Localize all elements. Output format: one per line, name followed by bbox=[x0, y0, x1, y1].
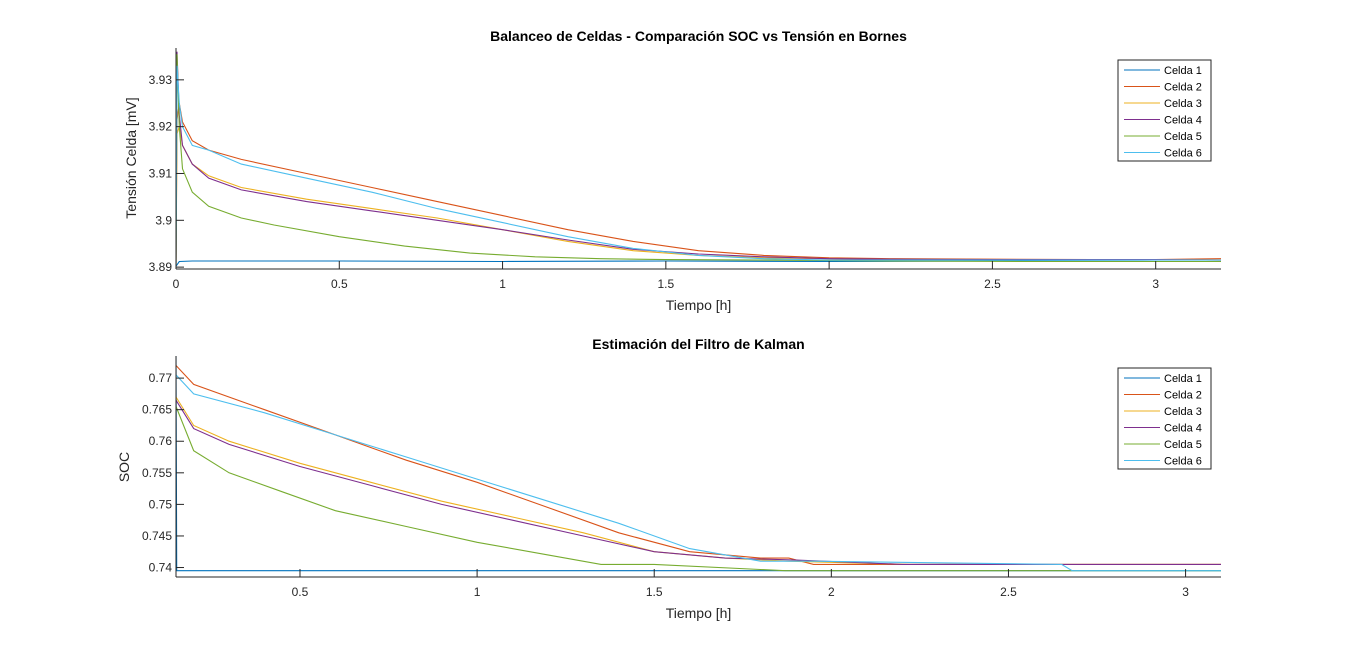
legend-label-celda-2: Celda 2 bbox=[1164, 82, 1202, 94]
legend-label-celda-5: Celda 5 bbox=[1164, 131, 1202, 143]
y-tick-label: 3.92 bbox=[149, 120, 173, 134]
x-tick-label: 1.5 bbox=[646, 585, 663, 599]
soc-plot: Estimación del Filtro de Kalman Tiempo [… bbox=[116, 336, 1221, 621]
y-tick-label: 0.76 bbox=[149, 434, 173, 448]
soc-plot-ylabel: SOC bbox=[116, 452, 132, 482]
y-tick-label: 0.745 bbox=[142, 529, 172, 543]
y-tick-label: 3.91 bbox=[149, 166, 173, 180]
x-tick-label: 2 bbox=[828, 585, 835, 599]
series-line-celda-5 bbox=[176, 406, 1221, 572]
x-tick-label: 2 bbox=[826, 277, 833, 291]
legend-label-celda-4: Celda 4 bbox=[1164, 115, 1202, 127]
legend: Celda 1 Celda 2 Celda 3 Celda 4 Celda 5 Celda… bbox=[1117, 367, 1212, 470]
x-tick-label: 0 bbox=[173, 277, 180, 291]
voltage-plot-xlabel: Tiempo [h] bbox=[666, 297, 732, 313]
series-group bbox=[176, 51, 1221, 267]
legend-label-celda-6: Celda 6 bbox=[1164, 456, 1202, 468]
legend-label-celda-1: Celda 1 bbox=[1164, 65, 1202, 77]
y-tick-label: 0.75 bbox=[149, 497, 173, 511]
x-tick-label: 1 bbox=[474, 585, 481, 599]
voltage-plot-title: Balanceo de Celdas - Comparación SOC vs … bbox=[490, 28, 907, 44]
x-tick-label: 1 bbox=[499, 277, 506, 291]
legend-label-celda-1: Celda 1 bbox=[1164, 373, 1202, 385]
legend-box bbox=[1117, 59, 1212, 162]
x-tick-label: 3 bbox=[1182, 585, 1189, 599]
series-line-celda-4 bbox=[176, 51, 1221, 266]
x-tick-label: 0.5 bbox=[292, 585, 309, 599]
legend-label-celda-5: Celda 5 bbox=[1164, 439, 1202, 451]
series-line-celda-4 bbox=[176, 399, 1221, 565]
series-line-celda-6 bbox=[176, 374, 1221, 572]
voltage-plot-ylabel: Tensión Celda [mV] bbox=[123, 97, 139, 218]
soc-plot-xlabel: Tiempo [h] bbox=[666, 605, 732, 621]
y-tick-label: 3.9 bbox=[155, 213, 172, 227]
legend-box bbox=[1117, 367, 1212, 470]
series-line-celda-2 bbox=[176, 365, 1221, 565]
x-tick-label: 2.5 bbox=[1000, 585, 1017, 599]
y-tick-label: 0.77 bbox=[149, 371, 173, 385]
y-tick-label: 0.765 bbox=[142, 403, 172, 417]
x-tick-label: 0.5 bbox=[331, 277, 348, 291]
series-line-celda-5 bbox=[176, 54, 1221, 266]
x-tick-label: 1.5 bbox=[658, 277, 675, 291]
legend-label-celda-2: Celda 2 bbox=[1164, 390, 1202, 402]
legend: Celda 1 Celda 2 Celda 3 Celda 4 Celda 5 Celda… bbox=[1117, 59, 1212, 162]
legend-label-celda-3: Celda 3 bbox=[1164, 98, 1202, 110]
soc-plot-title: Estimación del Filtro de Kalman bbox=[592, 336, 804, 352]
x-tick-label: 2.5 bbox=[984, 277, 1001, 291]
y-tick-label: 0.74 bbox=[149, 561, 173, 575]
legend-label-celda-4: Celda 4 bbox=[1164, 423, 1202, 435]
y-tick-label: 3.93 bbox=[149, 73, 173, 87]
y-tick-label: 0.755 bbox=[142, 466, 172, 480]
series-line-celda-6 bbox=[176, 65, 1221, 266]
voltage-plot: Balanceo de Celdas - Comparación SOC vs … bbox=[123, 28, 1221, 313]
y-tick-label: 3.89 bbox=[149, 260, 173, 274]
x-tick-label: 3 bbox=[1152, 277, 1159, 291]
legend-label-celda-3: Celda 3 bbox=[1164, 406, 1202, 418]
legend-label-celda-6: Celda 6 bbox=[1164, 148, 1202, 160]
